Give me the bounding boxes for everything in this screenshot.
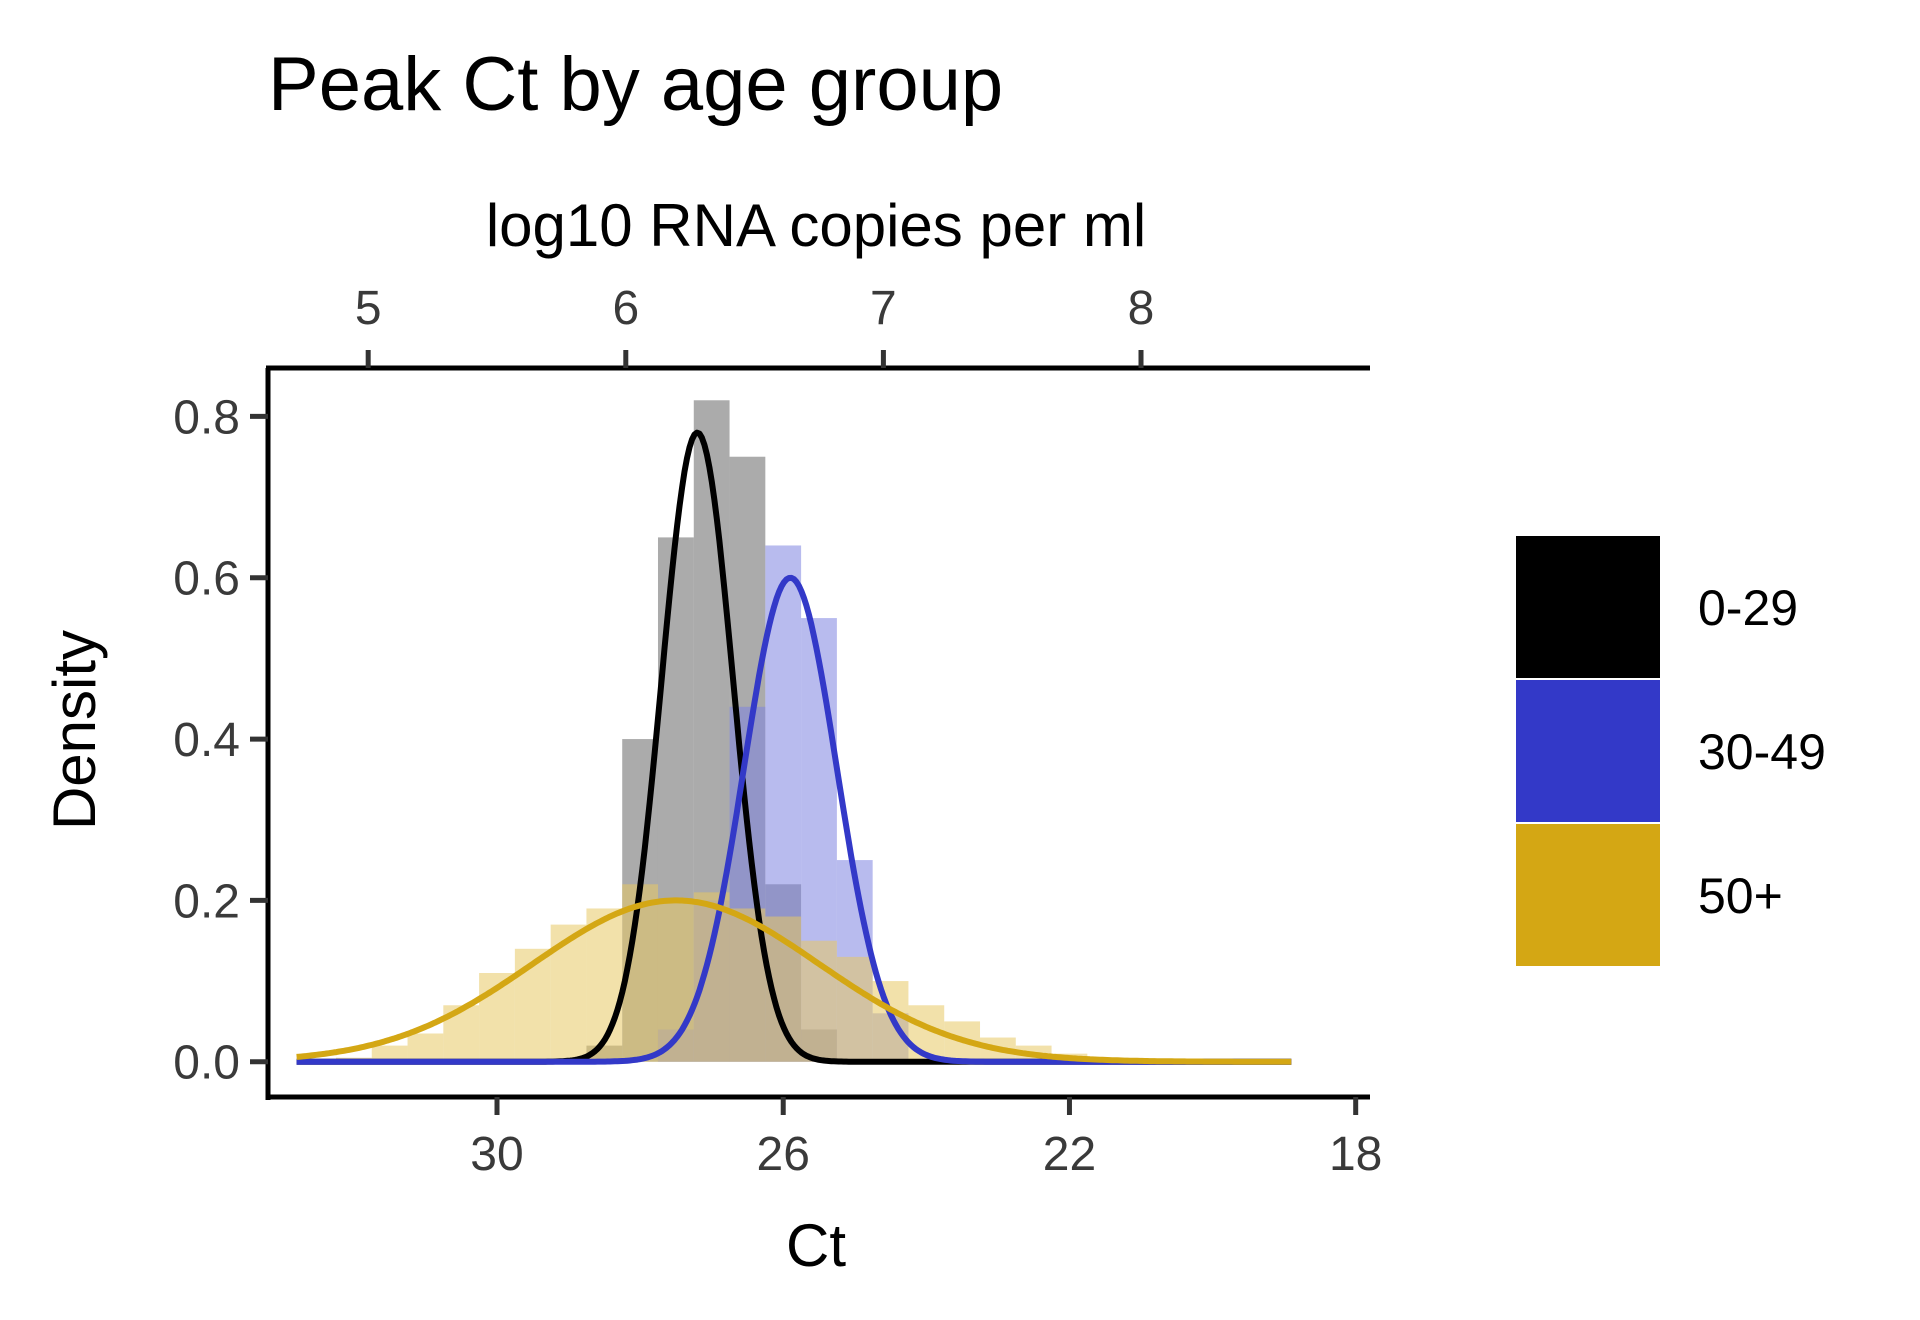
y-tick-label: 0.8 <box>173 391 240 444</box>
x-tick-label: 22 <box>1043 1128 1096 1181</box>
density-curves-layer <box>296 429 1292 1065</box>
legend-key-0-29 <box>1516 536 1660 678</box>
x-tick-label: 26 <box>757 1128 810 1181</box>
x-tick-label: 18 <box>1329 1128 1382 1181</box>
secondary-x-tick-label: 6 <box>612 282 639 335</box>
histogram-bar-50+ <box>407 1033 444 1062</box>
y-tick-label: 0.0 <box>173 1037 240 1090</box>
legend-key-30-49 <box>1516 680 1660 822</box>
secondary-x-tick-label: 5 <box>355 282 382 335</box>
histogram-bar-50+ <box>693 892 730 1062</box>
density-curve-50+ <box>296 897 1292 1065</box>
plot-area <box>296 400 1292 1065</box>
legend-label-30-49: 30-49 <box>1698 724 1826 780</box>
histogram-bar-50+ <box>872 981 909 1062</box>
secondary-x-tick-label: 7 <box>870 282 897 335</box>
y-tick-label: 0.2 <box>173 875 240 928</box>
x-axis-title: Ct <box>786 1212 846 1279</box>
histogram-bar-50+ <box>371 1045 408 1062</box>
y-tick-label: 0.6 <box>173 553 240 606</box>
legend-label-50+: 50+ <box>1698 868 1783 924</box>
legend-key-50+ <box>1516 824 1660 966</box>
legend: 0-29 30-49 50+ <box>1516 536 1826 966</box>
histogram-layer <box>335 400 1231 1062</box>
axes: 0.0 0.2 0.4 0.6 0.8 30 26 22 18 5 6 7 8 <box>173 282 1382 1181</box>
y-axis-title: Density <box>41 630 108 830</box>
histogram-bar-50+ <box>836 956 873 1062</box>
histogram-bar-50+ <box>514 948 551 1062</box>
chart-title: Peak Ct by age group <box>268 42 1003 127</box>
legend-label-0-29: 0-29 <box>1698 580 1798 636</box>
secondary-x-tick-label: 8 <box>1128 282 1155 335</box>
x-tick-label: 30 <box>470 1128 523 1181</box>
secondary-x-axis-title: log10 RNA copies per ml <box>486 192 1146 259</box>
y-tick-label: 0.4 <box>173 714 240 767</box>
